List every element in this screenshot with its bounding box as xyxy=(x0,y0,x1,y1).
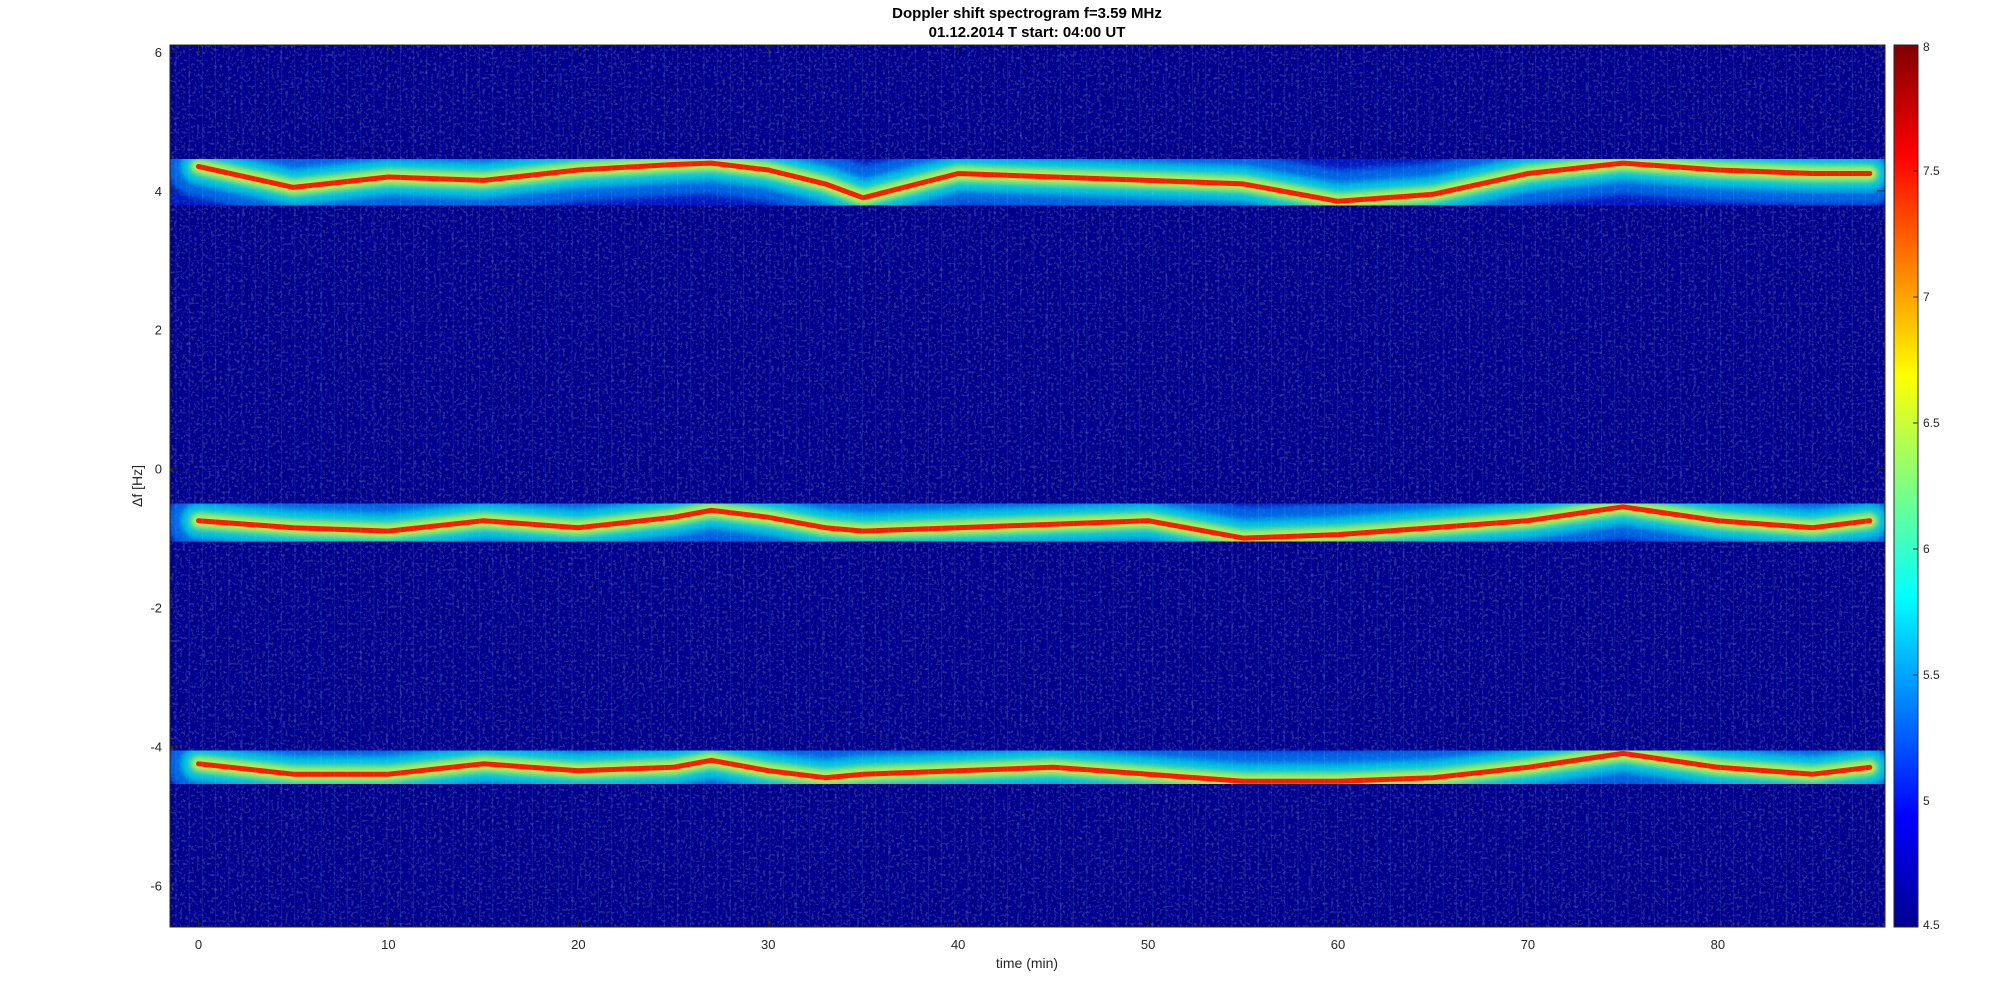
y-tick-label: 2 xyxy=(155,323,162,338)
x-tick-label: 30 xyxy=(761,937,775,952)
band-peak-line xyxy=(196,750,1873,784)
colorbar-tick-label: 6.5 xyxy=(1923,416,1940,430)
x-tick-label: 60 xyxy=(1331,937,1345,952)
x-axis-ticks: 0 10 20 30 40 50 60 70 80 xyxy=(195,45,1725,952)
band-peak-line xyxy=(196,160,1873,204)
colorbar-tick-label: 4.5 xyxy=(1923,918,1940,932)
colorbar-tick-label: 6 xyxy=(1923,542,1930,556)
chart-subtitle: 01.12.2014 T start: 04:00 UT xyxy=(929,24,1126,41)
y-axis-label: Δf [Hz] xyxy=(129,465,145,507)
signal-band-3 xyxy=(170,705,1885,829)
y-tick-label: 4 xyxy=(155,184,162,199)
colorbar: 8 7.5 7 6.5 6 5.5 5 4.5 xyxy=(1893,40,1940,932)
x-tick-label: 0 xyxy=(195,937,202,952)
signal-band-2 xyxy=(170,459,1885,586)
x-axis-label: time (min) xyxy=(996,955,1058,971)
colorbar-ticks: 8 7.5 7 6.5 6 5.5 5 4.5 xyxy=(1913,40,1940,932)
colorbar-tick-label: 7 xyxy=(1923,290,1930,304)
y-tick-label: 0 xyxy=(155,462,162,477)
signal-bands xyxy=(170,115,1885,829)
signal-band-1 xyxy=(170,115,1885,249)
y-tick-label: 6 xyxy=(155,45,162,60)
x-tick-label: 50 xyxy=(1141,937,1155,952)
x-tick-label: 10 xyxy=(381,937,395,952)
y-axis-ticks: 6 4 2 0 -2 -4 -6 xyxy=(150,45,1885,893)
x-tick-label: 40 xyxy=(951,937,965,952)
x-tick-label: 20 xyxy=(571,937,585,952)
y-tick-label: -6 xyxy=(150,878,162,893)
time-stripes xyxy=(175,45,1880,927)
colorbar-tick-label: 7.5 xyxy=(1923,164,1940,178)
chart-title: Doppler shift spectrogram f=3.59 MHz xyxy=(892,5,1162,22)
colorbar-gradient xyxy=(1893,44,1919,928)
plot-frame xyxy=(169,44,1886,928)
plot-area xyxy=(170,45,1885,927)
x-tick-label: 80 xyxy=(1711,937,1725,952)
band-peak-line xyxy=(196,504,1873,541)
x-tick-label: 70 xyxy=(1521,937,1535,952)
colorbar-tick-label: 5 xyxy=(1923,794,1930,808)
y-tick-label: -4 xyxy=(150,739,162,754)
colorbar-tick-label: 8 xyxy=(1923,40,1930,54)
y-tick-label: -2 xyxy=(150,601,162,616)
colorbar-tick-label: 5.5 xyxy=(1923,668,1940,682)
